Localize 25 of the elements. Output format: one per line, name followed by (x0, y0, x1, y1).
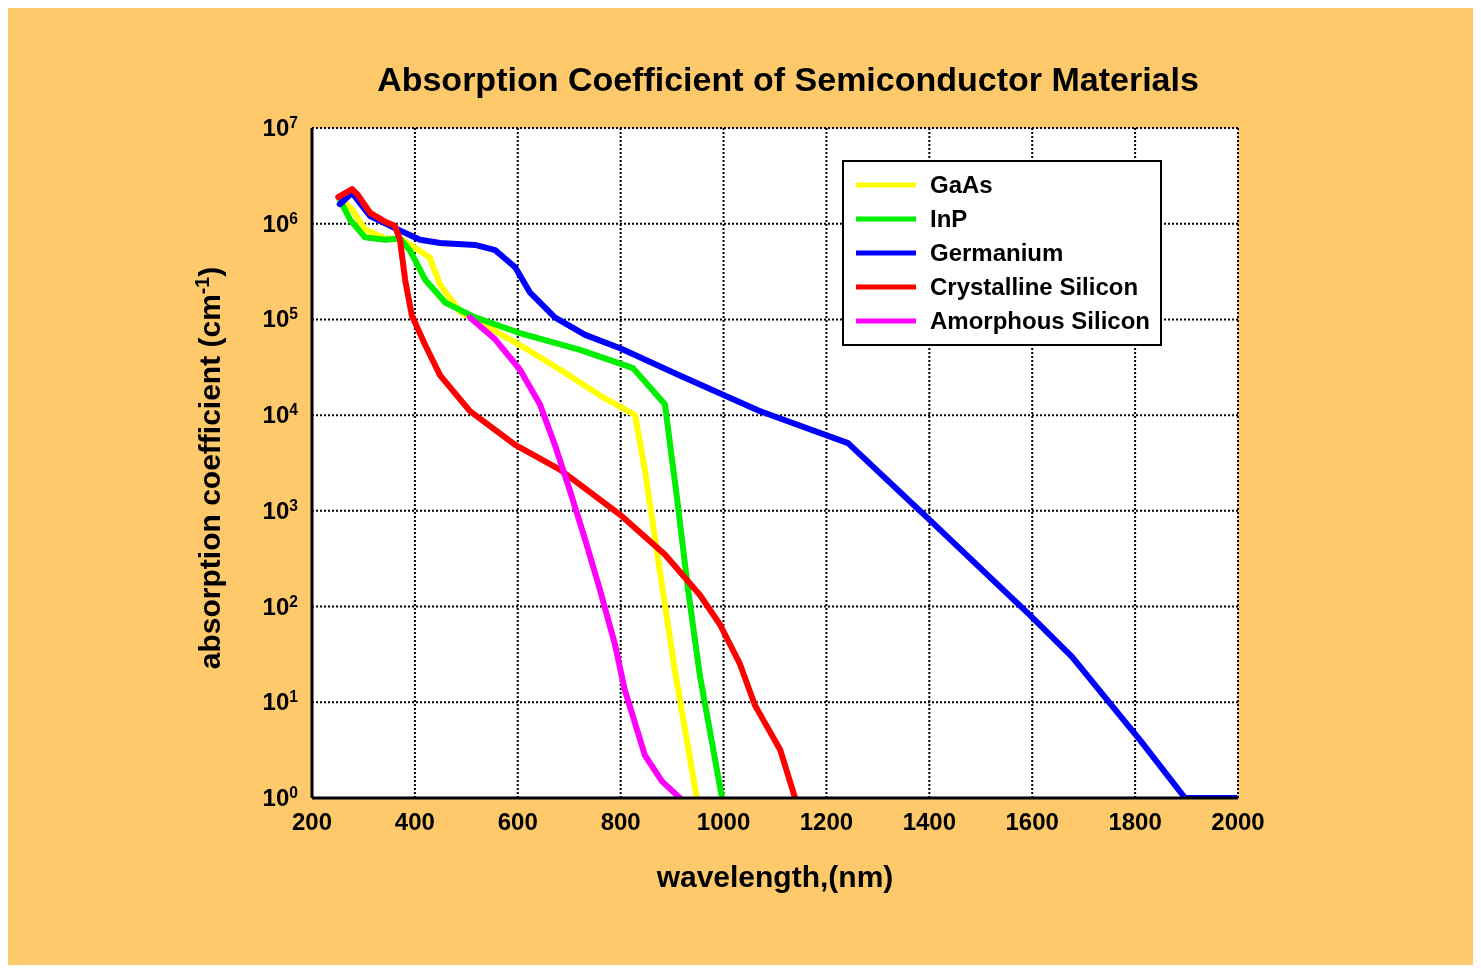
x-tick-label: 1800 (1108, 808, 1162, 835)
legend-label: Germanium (930, 239, 1064, 267)
x-tick-label: 1200 (799, 808, 854, 835)
legend-label: GaAs (930, 171, 993, 199)
y-tick-label: 10$^{1}$ (262, 687, 299, 716)
y-tick-label: 10$^{4}$ (262, 400, 299, 429)
legend-label: InP (930, 205, 968, 233)
legend-label: Crystalline Silicon (930, 273, 1139, 301)
x-tick-label: 400 (394, 808, 435, 835)
legend-label: Amorphous Silicon (930, 307, 1151, 335)
y-tick-label: 10$^{2}$ (262, 592, 299, 620)
x-axis-title: wavelength,(nm) (655, 860, 895, 894)
chart-title: Absorption Coefficient of Semiconductor Materials (376, 60, 1200, 99)
x-tick-label: 200 (291, 808, 333, 835)
y-tick-label: 10$^{0}$ (262, 783, 299, 811)
y-tick-label: 10$^{7}$ (262, 113, 298, 141)
x-tick-label: 1400 (902, 808, 957, 835)
x-tick-label: 1000 (696, 808, 751, 835)
x-tick-label: 2000 (1211, 808, 1265, 835)
y-tick-label: 10$^{6}$ (262, 209, 299, 237)
y-tick-label: 10$^{5}$ (262, 304, 299, 333)
y-tick-label: 10$^{3}$ (262, 496, 299, 524)
x-tick-label: 600 (497, 808, 538, 835)
x-tick-label: 1600 (1005, 808, 1059, 835)
x-tick-label: 800 (600, 808, 641, 835)
